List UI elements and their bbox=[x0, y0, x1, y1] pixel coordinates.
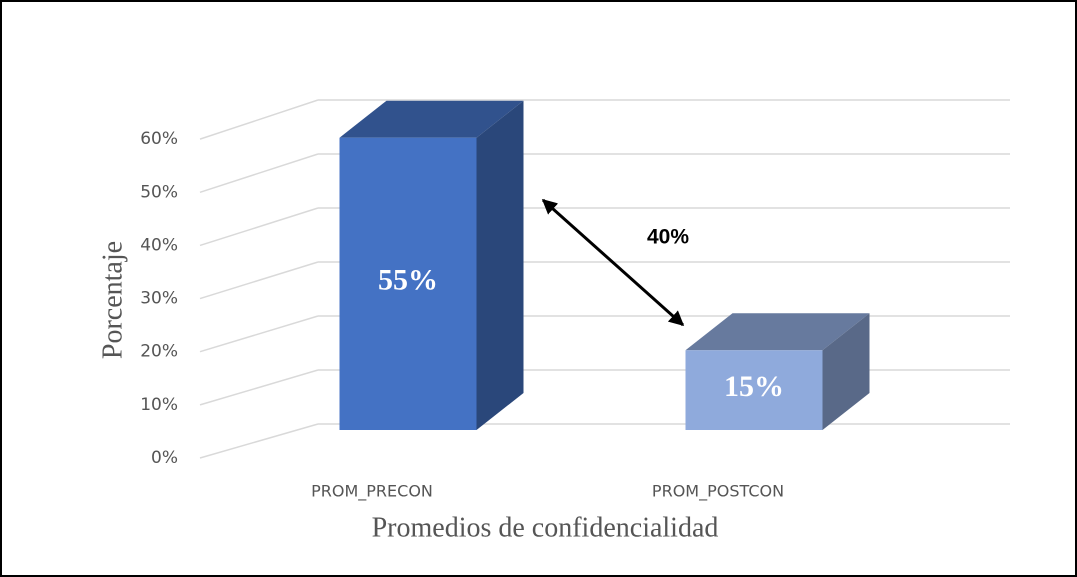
x-axis-title: Promedios de confidencialidad bbox=[372, 512, 719, 543]
x-tick-label: PROM_PRECON bbox=[311, 482, 433, 502]
grid-line bbox=[199, 369, 319, 406]
y-axis-title: Porcentaje bbox=[97, 241, 128, 359]
y-tick-label: 40% bbox=[140, 235, 178, 255]
grid-line bbox=[199, 261, 319, 300]
x-tick-label: PROM_POSTCON bbox=[652, 482, 784, 502]
y-tick-label: 0% bbox=[151, 448, 178, 468]
grid-line bbox=[199, 99, 319, 140]
annotation-arrow bbox=[541, 198, 685, 327]
bar-front bbox=[339, 137, 477, 430]
plot: 0% 10% 20% 30% 40% 50% 60% PROM_PRECON 55% PROM_P… bbox=[140, 99, 1010, 502]
bar bbox=[685, 313, 870, 430]
y-tick-label: 10% bbox=[140, 395, 178, 415]
grid-line bbox=[199, 315, 319, 353]
value-label: 15% bbox=[724, 370, 784, 403]
value-label: 55% bbox=[378, 264, 438, 297]
bar-side bbox=[822, 313, 870, 430]
bar-front bbox=[685, 350, 823, 430]
bar bbox=[339, 100, 524, 430]
y-tick-label: 30% bbox=[140, 289, 178, 309]
bar-top bbox=[339, 100, 524, 138]
grid-line bbox=[199, 153, 319, 193]
y-tick-label: 60% bbox=[140, 129, 178, 149]
y-tick-label: 20% bbox=[140, 342, 178, 362]
grid-line bbox=[199, 207, 319, 247]
bar-top bbox=[685, 313, 870, 351]
grid-line bbox=[199, 423, 319, 459]
bar-side bbox=[476, 100, 524, 430]
annotation: 40% bbox=[647, 226, 689, 249]
y-tick-label: 50% bbox=[140, 182, 178, 202]
